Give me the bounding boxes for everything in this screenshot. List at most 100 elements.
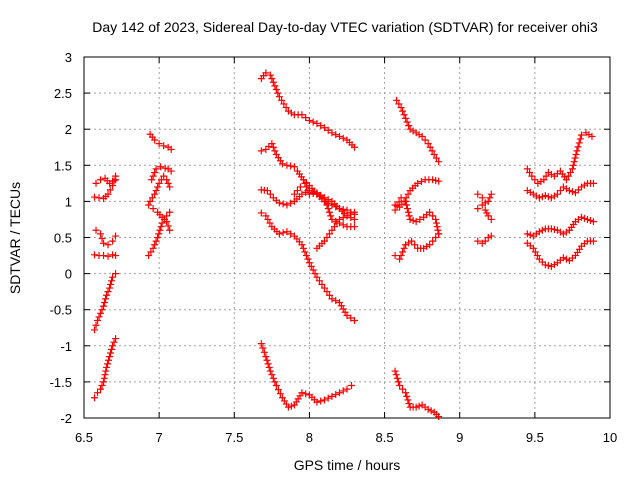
data-point [432,219,440,227]
data-point [332,131,340,139]
data-point [327,212,335,220]
data-point [588,132,596,140]
data-point [155,140,163,148]
data-point [531,248,539,256]
data-point [323,234,331,241]
data-point [311,270,319,278]
data-point [391,367,399,375]
data-point [427,407,435,415]
data-point [343,212,351,220]
data-point [315,277,323,285]
data-point [302,183,310,191]
data-point [324,126,332,134]
data-point [576,135,584,143]
y-tick-label: -0.5 [50,303,72,318]
data-point [435,158,443,166]
data-point [92,321,100,329]
data-point [272,382,280,390]
series-s6 [91,335,120,402]
series-s2 [92,174,120,187]
data-point [151,136,159,144]
series-s23 [391,367,443,421]
data-point [257,340,265,348]
data-point [320,396,328,404]
data-point [280,100,288,108]
data-point [97,385,105,393]
data-point [112,252,120,260]
data-point [424,405,432,413]
series-s4 [91,251,120,260]
data-point [97,309,105,317]
data-point [112,270,120,278]
data-point [403,201,411,209]
data-point [589,237,597,245]
data-point [313,189,321,197]
data-point [152,187,160,195]
data-point [320,194,328,202]
data-point [160,215,168,223]
data-point [403,392,411,400]
y-axis-label: SDTVAR / TECUs [7,182,23,294]
data-point [298,389,306,397]
data-point [335,215,343,223]
data-point [332,391,340,399]
series-s5 [91,270,120,334]
data-point [391,206,399,214]
data-point [351,208,359,216]
data-point [102,295,110,303]
data-point [307,262,315,270]
data-point [393,96,401,104]
data-point [339,205,347,213]
data-point [148,194,156,202]
data-point [279,229,287,237]
data-point [298,111,306,119]
data-point [92,226,100,234]
series-s27 [523,129,596,187]
data-point [309,189,317,197]
data-point [589,218,597,226]
data-point [302,114,310,122]
data-point [296,183,304,191]
data-point [435,177,443,185]
data-point [302,390,310,398]
grid [84,57,610,418]
data-point [396,255,404,263]
data-point [155,230,163,238]
y-tick-label: -1 [60,339,72,354]
x-tick-label: 9 [456,430,463,445]
data-point [313,398,321,406]
data-point [538,226,546,234]
data-point [484,234,492,241]
data-point [550,226,558,234]
data-point [351,223,359,231]
data-point [323,288,331,296]
data-point [541,261,549,269]
data-point [156,226,164,234]
data-point [98,306,106,314]
data-point [322,197,330,205]
data-point [486,194,494,202]
data-point [432,154,440,162]
y-tick-label: 1.5 [54,158,72,173]
data-point [397,104,405,112]
data-point [535,194,543,202]
data-point [544,193,552,201]
data-point [163,212,171,220]
data-point [287,230,295,238]
data-point [335,389,343,397]
data-point [325,208,333,216]
series-s26 [474,232,495,247]
data-point [328,129,336,137]
data-point [523,230,531,238]
series-s9 [146,172,174,205]
y-tick-label: 3 [65,50,72,65]
data-point [562,176,570,184]
data-point [112,335,120,343]
data-point [583,215,591,223]
data-point [260,348,268,356]
data-point [317,397,325,405]
series-s30 [523,237,597,270]
data-point [283,161,291,169]
data-point [568,165,576,173]
